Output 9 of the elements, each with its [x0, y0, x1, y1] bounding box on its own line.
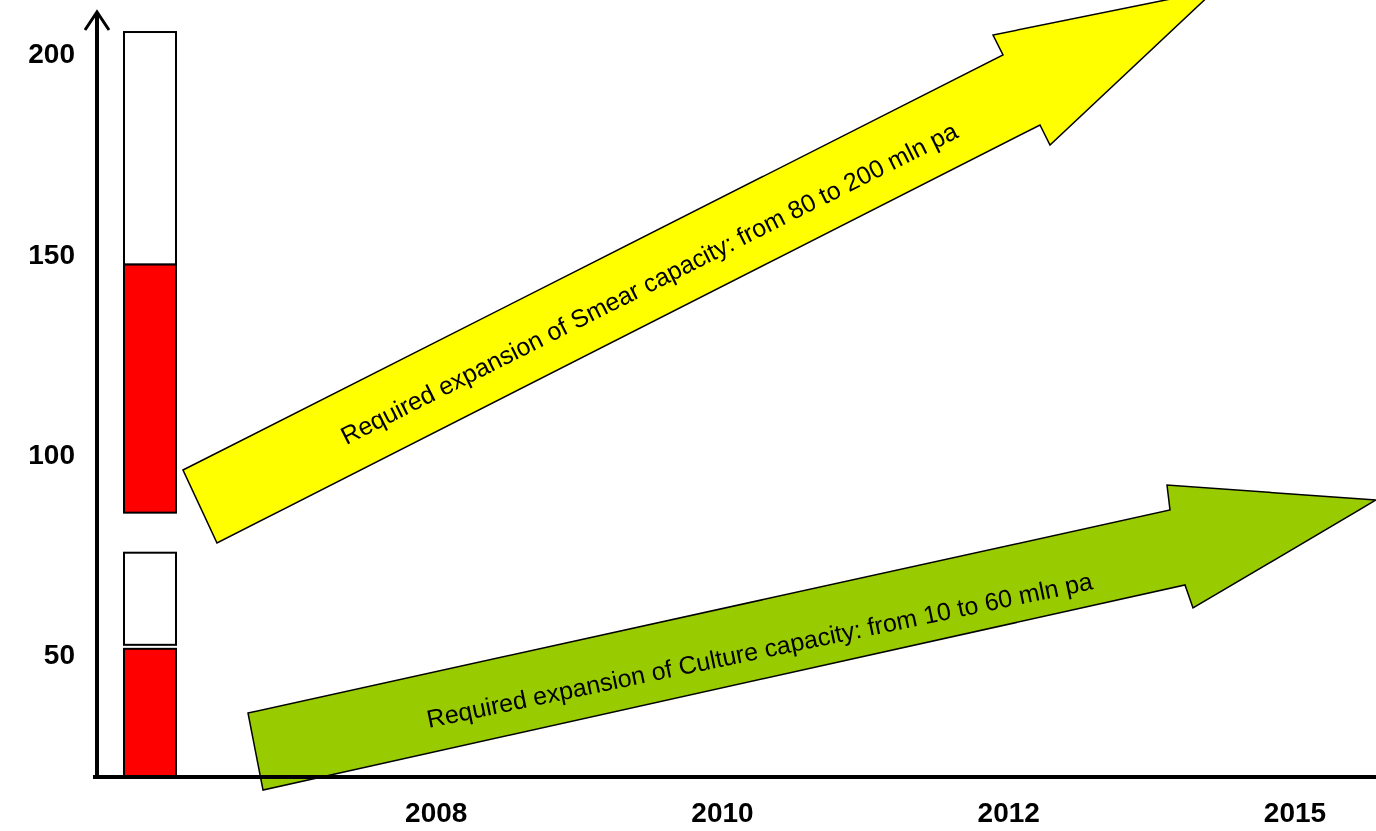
y-tick-label: 50 [43, 639, 75, 671]
annotation: Required expansion of Culture capacity: from 10 to 60 mln pa [424, 566, 1096, 733]
y-tick-label: 150 [28, 238, 75, 270]
y-tick-label: 100 [28, 438, 75, 470]
x-tick-label: 2010 [691, 797, 754, 829]
x-tick-label: 2015 [1263, 797, 1327, 829]
x-tick-label: 2012 [977, 797, 1040, 829]
x-tick-label: 2008 [405, 797, 468, 829]
y-tick-label: 200 [28, 38, 75, 70]
